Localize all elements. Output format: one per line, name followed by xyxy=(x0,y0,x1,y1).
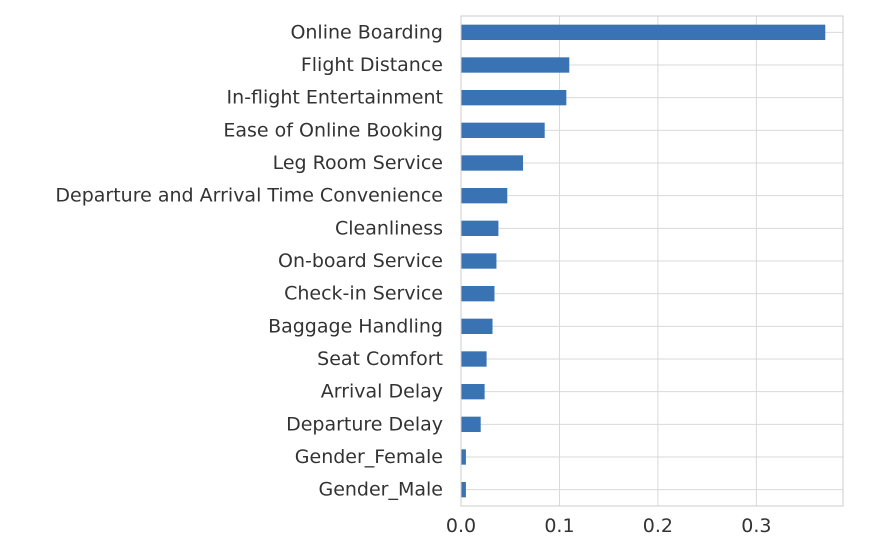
bar xyxy=(461,285,495,302)
category-label: Ease of Online Booking xyxy=(223,119,443,141)
category-label: On-board Service xyxy=(278,250,443,272)
x-axis-ticks: 0.0 0.1 0.2 0.3 xyxy=(446,515,772,537)
bar xyxy=(461,318,493,335)
category-label: Leg Room Service xyxy=(273,152,443,174)
category-label: Seat Comfort xyxy=(317,348,443,370)
x-tick-label: 0.1 xyxy=(544,515,574,537)
bar xyxy=(461,481,466,498)
category-label: Departure Delay xyxy=(286,413,443,435)
bar xyxy=(461,122,545,139)
bar xyxy=(461,253,497,269)
bar xyxy=(461,383,485,400)
category-label: Departure and Arrival Time Convenience xyxy=(55,185,443,207)
category-label: Gender_Female xyxy=(295,446,443,468)
bar xyxy=(461,351,487,367)
category-label: In-flight Entertainment xyxy=(227,87,443,109)
bar xyxy=(461,89,567,106)
x-tick-label: 0.0 xyxy=(446,515,476,537)
x-tick-label: 0.3 xyxy=(741,515,771,537)
bar xyxy=(461,187,508,204)
category-label: Gender_Male xyxy=(318,479,443,501)
plot-frame xyxy=(460,15,844,507)
category-label: Arrival Delay xyxy=(321,381,443,403)
category-labels: Online Boarding Flight Distance In-flight … xyxy=(55,21,443,500)
bar xyxy=(461,220,499,237)
category-label: Cleanliness xyxy=(335,217,443,239)
x-tick-label: 0.2 xyxy=(643,515,673,537)
category-label: Online Boarding xyxy=(290,21,443,43)
bars xyxy=(461,24,826,498)
category-label: Check-in Service xyxy=(284,283,443,305)
category-label: Baggage Handling xyxy=(268,315,443,337)
bar xyxy=(461,449,466,465)
bar xyxy=(461,416,481,433)
bar xyxy=(461,57,570,73)
bar xyxy=(461,155,524,171)
category-label: Flight Distance xyxy=(301,54,443,76)
bar xyxy=(461,24,826,41)
grid-lines xyxy=(460,16,843,506)
